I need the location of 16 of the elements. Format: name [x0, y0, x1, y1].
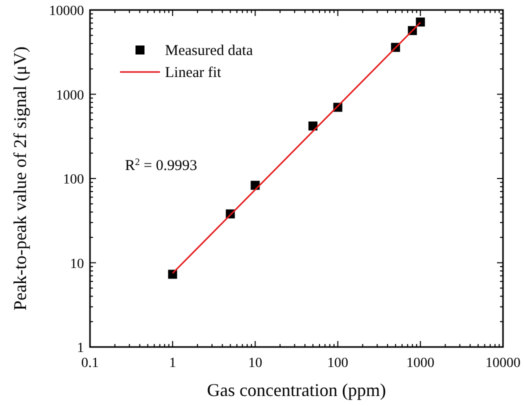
y-tick-label: 1: [77, 341, 84, 356]
annotation: R$^{2}$ = 0.9993: [125, 156, 198, 174]
y-tick-label: 10: [70, 256, 84, 272]
y-tick-label: 100: [63, 172, 84, 188]
x-tick-label: 0.1: [81, 356, 99, 371]
legend-label: Measured data: [165, 43, 254, 59]
x-tick-label: 100: [327, 356, 348, 371]
legend-label: Linear fit: [165, 65, 222, 81]
x-tick-label: 10: [248, 356, 262, 371]
x-axis-title: Gas concentration (ppm): [207, 380, 386, 400]
x-tick-label: 10000: [486, 356, 520, 371]
x-tick-label: 1000: [406, 356, 434, 371]
y-tick-label: 1000: [56, 88, 84, 104]
y-tick-label: 10000: [49, 4, 84, 19]
x-tick-label: 1: [169, 356, 176, 371]
y-axis-title: Peak-to-peak value of 2f signal (μV): [10, 46, 30, 311]
